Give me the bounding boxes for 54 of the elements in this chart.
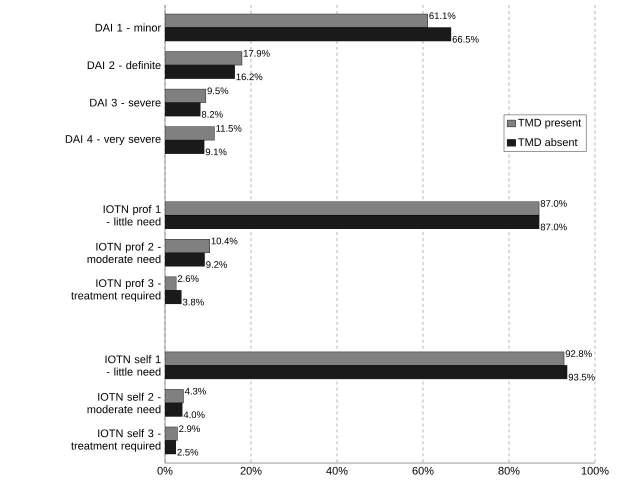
data-label: 16.2%: [236, 73, 262, 80]
x-tick-label: 40%: [326, 466, 348, 475]
y-tick-label: IOTN prof 1 - little need: [104, 204, 161, 226]
bar: [164, 88, 206, 103]
bar: [164, 140, 204, 154]
data-label: 87.0%: [540, 224, 567, 230]
bar: [164, 352, 564, 366]
data-label: 61.1%: [429, 12, 456, 20]
data-label: 9.1%: [206, 148, 227, 156]
x-tick-label: 100%: [582, 466, 609, 475]
bar: [164, 215, 540, 229]
y-tick-label: IOTN prof 2 - moderate need: [88, 242, 161, 264]
data-label: 17.9%: [244, 50, 270, 57]
data-label: 9.2%: [206, 261, 227, 268]
bar: [164, 290, 182, 304]
data-label: 66.5%: [452, 36, 479, 43]
data-label: 2.6%: [178, 275, 199, 282]
bar: [164, 202, 540, 216]
x-tick-label: 80%: [498, 466, 520, 475]
y-tick-label: DAI 4 - very severe: [66, 135, 161, 146]
data-label: 10.4%: [212, 238, 238, 244]
data-label: 9.5%: [207, 88, 228, 94]
data-label: 11.5%: [216, 125, 242, 132]
data-label: 87.0%: [540, 200, 567, 207]
bar: [164, 27, 452, 42]
y-tick-label: IOTN prof 3 - treatment required: [71, 278, 161, 302]
data-label: 8.2%: [202, 111, 223, 118]
data-label: 93.5%: [568, 374, 595, 381]
bar: [164, 276, 176, 290]
data-label: 3.8%: [182, 298, 204, 306]
bar: [164, 252, 205, 266]
x-tick-label: 0%: [158, 466, 173, 475]
bar: [164, 102, 200, 116]
data-label: 2.9%: [179, 425, 200, 432]
data-label: 2.5%: [177, 448, 198, 456]
x-tick-label: 60%: [412, 466, 434, 475]
bar: [164, 14, 428, 28]
data-label: 92.8%: [566, 350, 592, 357]
bar: [164, 126, 215, 140]
legend-label: TMD present: [518, 118, 582, 129]
bar: [164, 64, 235, 79]
x-tick-label: 20%: [240, 466, 262, 475]
data-label: 4.0%: [184, 411, 205, 418]
y-tick-label: DAI 1 - minor: [96, 24, 161, 32]
data-label: 4.3%: [184, 388, 206, 395]
bar: [164, 239, 210, 253]
y-tick-label: IOTN self 2 - moderate need: [88, 392, 161, 414]
y-tick-label: IOTN self 1 - little need: [106, 355, 161, 376]
bar: [164, 365, 568, 380]
y-tick-label: IOTN self 3 - treatment required: [71, 429, 161, 452]
legend-label: TMD absent: [518, 138, 578, 146]
bar: [164, 51, 242, 66]
y-tick-label: DAI 2 - definite: [88, 61, 161, 70]
y-tick-label: DAI 3 - severe: [90, 98, 161, 106]
